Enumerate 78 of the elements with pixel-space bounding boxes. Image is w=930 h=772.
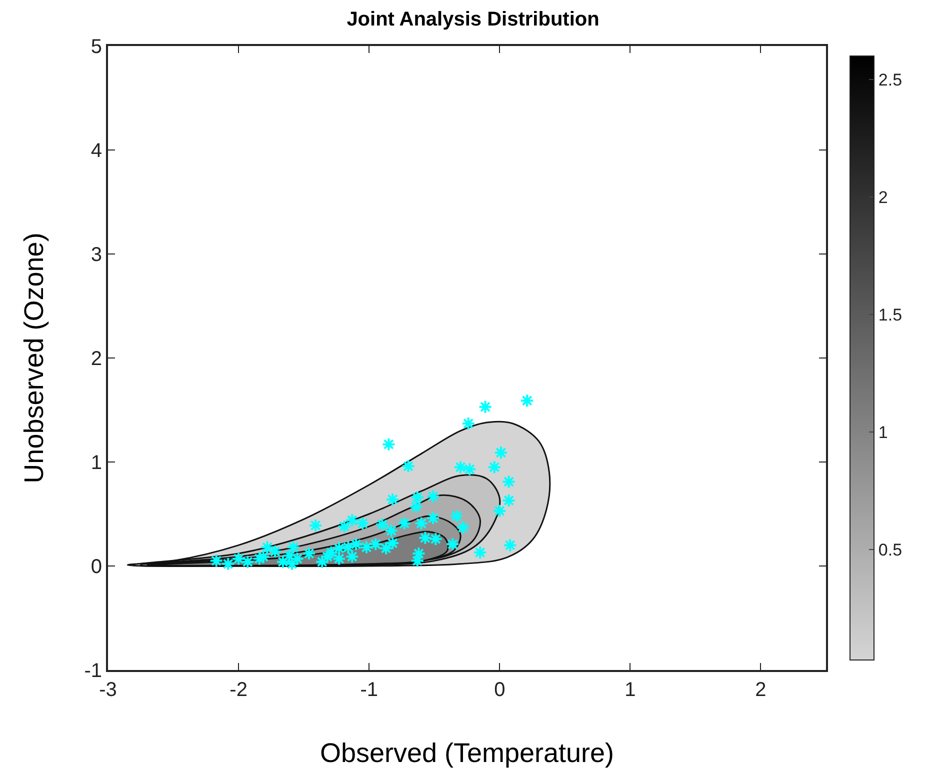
point	[379, 541, 394, 556]
point	[426, 511, 440, 526]
point	[492, 504, 507, 518]
point	[410, 554, 424, 568]
point	[268, 544, 282, 558]
chart-title: Joint Analysis Distribution	[346, 8, 600, 31]
x-tick-label: 2	[755, 679, 766, 701]
point	[252, 552, 266, 566]
point	[221, 556, 236, 571]
x-axis-title: Observed (Temperature)	[320, 738, 614, 768]
point	[332, 541, 346, 556]
point	[286, 540, 300, 554]
y-tick-label: 0	[90, 556, 102, 578]
point	[446, 537, 460, 552]
point	[240, 554, 255, 569]
point	[332, 552, 346, 566]
point	[418, 530, 432, 545]
point	[414, 516, 428, 530]
point	[473, 545, 488, 560]
point	[356, 516, 370, 530]
x-tick-label: -2	[230, 679, 248, 701]
point	[487, 460, 502, 474]
point	[341, 540, 356, 554]
point	[302, 546, 316, 561]
point	[324, 545, 338, 560]
point	[276, 554, 290, 569]
point	[232, 552, 246, 566]
point	[428, 532, 443, 546]
y-axis-title: Unobserved (Ozone)	[19, 232, 49, 484]
point	[256, 550, 270, 564]
point	[368, 537, 383, 552]
point	[461, 416, 476, 431]
point	[384, 524, 398, 538]
point	[382, 437, 396, 452]
y-tick-label: 2	[90, 348, 102, 370]
point	[502, 474, 516, 489]
point	[386, 536, 400, 550]
color-bar-label: 1.5	[878, 305, 902, 324]
y-tick-label: 4	[90, 140, 102, 162]
x-tick-label: -1	[360, 679, 378, 701]
point	[426, 489, 440, 504]
point	[397, 516, 412, 530]
point	[345, 513, 360, 528]
point	[453, 460, 468, 474]
point	[315, 554, 330, 569]
color-bar-label: 0.5	[878, 540, 902, 560]
point	[308, 518, 323, 532]
x-tick-label: -3	[99, 679, 117, 701]
y-tick-label: 1	[90, 452, 102, 474]
y-tick-label: 5	[90, 36, 102, 58]
point	[359, 540, 374, 554]
point	[375, 517, 390, 532]
point	[349, 537, 364, 552]
point	[209, 554, 224, 568]
point	[285, 556, 300, 571]
point	[345, 550, 360, 564]
point	[450, 509, 464, 524]
y-tick-label: 3	[90, 244, 102, 266]
point	[456, 520, 470, 535]
color-bar-label: 1	[878, 422, 888, 442]
x-tick-label: 0	[494, 679, 506, 701]
point	[462, 462, 477, 476]
point	[386, 492, 400, 506]
point	[478, 400, 492, 414]
color-bar-label: 2	[878, 188, 888, 207]
point	[401, 459, 416, 474]
point	[503, 538, 518, 552]
point	[409, 500, 424, 514]
x-tick-label: 1	[624, 679, 636, 701]
point	[260, 540, 274, 554]
y-tick-label: -1	[84, 660, 102, 682]
color-bar-label: 2.5	[878, 70, 902, 90]
point	[337, 519, 352, 534]
point	[502, 493, 516, 508]
point	[320, 550, 334, 564]
point	[410, 490, 424, 504]
point	[520, 394, 534, 408]
point	[494, 446, 508, 460]
